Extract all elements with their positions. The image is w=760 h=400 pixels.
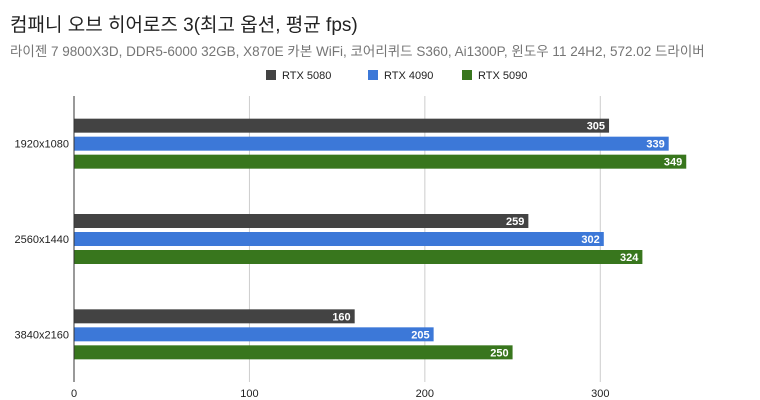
bar-1920x1080-rtx-5080 xyxy=(74,118,610,133)
legend-label-rtx-5090: RTX 5090 xyxy=(478,70,527,82)
bar-2560x1440-rtx-5090 xyxy=(74,250,643,264)
data-label-3840x2160-rtx-5090: 250 xyxy=(490,347,508,359)
legend-swatch-rtx-4090 xyxy=(368,70,378,80)
data-label-1920x1080-rtx-5080: 305 xyxy=(587,121,605,133)
x-tick-label-200: 200 xyxy=(416,388,434,400)
legend-swatch-rtx-5080 xyxy=(266,70,276,80)
y-tick-label-1920x1080: 1920x1080 xyxy=(15,139,69,151)
bar-3840x2160-rtx-4090 xyxy=(74,327,434,342)
data-label-2560x1440-rtx-5080: 259 xyxy=(506,216,524,228)
bar-1920x1080-rtx-5090 xyxy=(74,154,687,169)
data-label-3840x2160-rtx-4090: 205 xyxy=(411,329,429,341)
x-tick-label-100: 100 xyxy=(240,388,258,400)
data-label-2560x1440-rtx-4090: 302 xyxy=(581,234,599,246)
chart-subtitle: 라이젠 7 9800X3D, DDR5-6000 32GB, X870E 카본 … xyxy=(10,44,705,59)
data-label-1920x1080-rtx-4090: 339 xyxy=(646,139,664,151)
x-tick-label-0: 0 xyxy=(71,388,77,400)
bar-2560x1440-rtx-4090 xyxy=(74,232,604,246)
bar-3840x2160-rtx-5080 xyxy=(74,309,355,324)
data-label-1920x1080-rtx-5090: 349 xyxy=(664,157,682,169)
x-tick-label-300: 300 xyxy=(591,388,609,400)
legend-label-rtx-5080: RTX 5080 xyxy=(282,70,331,82)
bar-1920x1080-rtx-4090 xyxy=(74,136,669,151)
y-tick-label-2560x1440: 2560x1440 xyxy=(15,234,69,246)
y-tick-label-3840x2160: 3840x2160 xyxy=(15,329,69,341)
legend-label-rtx-4090: RTX 4090 xyxy=(384,70,433,82)
bar-3840x2160-rtx-5090 xyxy=(74,345,513,360)
data-label-2560x1440-rtx-5090: 324 xyxy=(620,252,639,264)
legend-swatch-rtx-5090 xyxy=(462,70,472,80)
chart-title: 컴패니 오브 히어로즈 3(최고 옵션, 평균 fps) xyxy=(10,15,358,36)
data-label-3840x2160-rtx-5080: 160 xyxy=(332,311,350,323)
bar-2560x1440-rtx-5080 xyxy=(74,214,529,228)
